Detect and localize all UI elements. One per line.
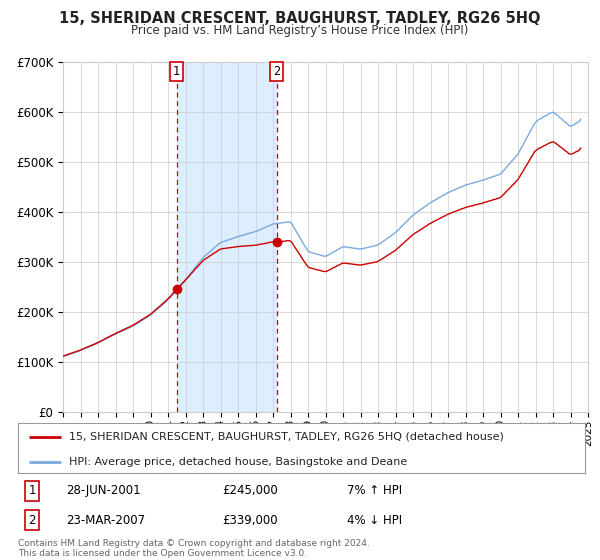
Text: 1: 1 [173, 65, 180, 78]
Text: 7% ↑ HPI: 7% ↑ HPI [347, 484, 402, 497]
Text: £339,000: £339,000 [222, 514, 278, 526]
Text: 4% ↓ HPI: 4% ↓ HPI [347, 514, 402, 526]
Text: £245,000: £245,000 [222, 484, 278, 497]
Text: 1: 1 [28, 484, 36, 497]
Text: 15, SHERIDAN CRESCENT, BAUGHURST, TADLEY, RG26 5HQ (detached house): 15, SHERIDAN CRESCENT, BAUGHURST, TADLEY… [69, 432, 504, 442]
Text: Contains HM Land Registry data © Crown copyright and database right 2024.
This d: Contains HM Land Registry data © Crown c… [18, 539, 370, 558]
Text: 28-JUN-2001: 28-JUN-2001 [66, 484, 141, 497]
Bar [176, 62, 277, 412]
Text: 2: 2 [28, 514, 36, 526]
Text: 23-MAR-2007: 23-MAR-2007 [66, 514, 145, 526]
Text: 2: 2 [273, 65, 280, 78]
Text: HPI: Average price, detached house, Basingstoke and Deane: HPI: Average price, detached house, Basi… [69, 457, 407, 467]
Text: Price paid vs. HM Land Registry’s House Price Index (HPI): Price paid vs. HM Land Registry’s House … [131, 24, 469, 36]
Text: 15, SHERIDAN CRESCENT, BAUGHURST, TADLEY, RG26 5HQ: 15, SHERIDAN CRESCENT, BAUGHURST, TADLEY… [59, 11, 541, 26]
